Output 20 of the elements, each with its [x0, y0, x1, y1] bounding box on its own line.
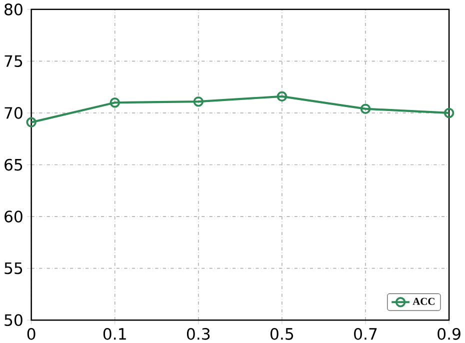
point — [276, 91, 288, 102]
y-tick-label: 50 — [4, 314, 22, 326]
y-tick-label: 65 — [4, 158, 22, 171]
x-tick-label: 0.5 — [270, 328, 294, 340]
x-tick-label: 0.7 — [354, 328, 377, 340]
x-tick-label: 0.1 — [103, 328, 126, 340]
y-tick-label: 80 — [4, 3, 22, 16]
point — [26, 117, 36, 128]
point — [360, 104, 371, 114]
legend-label: ACC — [412, 298, 434, 305]
point — [444, 108, 454, 118]
x-tick-label: 0.9 — [438, 328, 460, 340]
y-tick-label: 60 — [4, 210, 22, 222]
x-tick-label: 0.3 — [186, 328, 210, 340]
y-tick-label: 55 — [4, 262, 22, 274]
x-tick-label: 0 — [27, 328, 36, 340]
point — [110, 97, 120, 108]
y-tick-label: 75 — [4, 55, 22, 67]
y-tick-label: 70 — [4, 106, 22, 119]
point — [193, 96, 204, 107]
